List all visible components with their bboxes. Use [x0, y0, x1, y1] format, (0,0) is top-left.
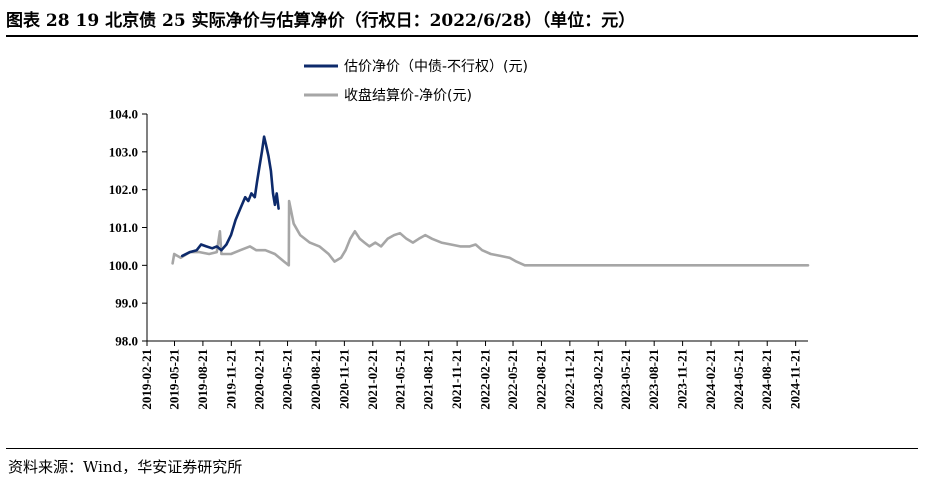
x-tick-label: 2019-02-21 [139, 349, 154, 410]
chart-title: 图表 28 19 北京债 25 实际净价与估算净价（行权日：2022/6/28）… [6, 11, 636, 31]
y-tick-label: 104.0 [109, 107, 138, 122]
x-tick-label: 2020-05-21 [280, 349, 295, 410]
x-tick-label: 2022-02-21 [478, 349, 493, 410]
footer-rule [6, 448, 918, 449]
x-tick-label: 2019-05-21 [166, 349, 181, 410]
y-tick-label: 102.0 [109, 182, 138, 197]
series-group [171, 135, 810, 267]
x-tick-label: 2021-02-21 [365, 349, 380, 410]
y-tick-label: 99.0 [115, 296, 138, 311]
y-tick-label: 101.0 [109, 220, 138, 235]
series-line-actual [171, 199, 810, 267]
x-tick-label: 2023-08-21 [646, 349, 661, 410]
x-tick-label: 2024-02-21 [703, 349, 718, 410]
x-tick-label: 2024-08-21 [759, 349, 774, 410]
y-tick-label: 98.0 [115, 334, 138, 349]
x-tick-label: 2023-05-21 [618, 349, 633, 410]
source-note: 资料来源：Wind，华安证券研究所 [8, 458, 243, 476]
y-tick-label: 100.0 [109, 258, 138, 273]
x-tick-label: 2019-11-21 [223, 349, 238, 409]
x-tick-label: 2022-05-21 [505, 349, 520, 410]
x-tick-label: 2022-08-21 [533, 349, 548, 410]
x-tick-label: 2021-11-21 [449, 349, 464, 409]
x-tick-label: 2019-08-21 [195, 349, 210, 410]
x-tick-label: 2023-02-21 [590, 349, 605, 410]
x-tick-label: 2023-11-21 [675, 349, 690, 409]
x-tick-label: 2020-11-21 [336, 349, 351, 409]
x-tick-label: 2024-11-21 [788, 349, 803, 409]
x-tick-label: 2024-05-21 [731, 349, 746, 410]
x-tick-label: 2021-08-21 [421, 349, 436, 410]
legend-label-estimate: 估价净价（中债-不行权）(元) [344, 59, 528, 75]
legend-label-actual: 收盘结算价-净价(元) [344, 87, 472, 104]
x-tick-label: 2020-02-21 [252, 349, 267, 410]
legend: 估价净价（中债-不行权）(元) 收盘结算价-净价(元) [304, 59, 528, 104]
axes: 104.0 103.0 102.0 101.0 100.0 99.0 98.02019-02… [109, 107, 808, 410]
x-tick-label: 2022-11-21 [562, 349, 577, 409]
x-tick-label: 2020-08-21 [308, 349, 323, 410]
y-tick-label: 103.0 [109, 144, 138, 159]
series-line-estimate [180, 135, 280, 258]
x-tick-label: 2021-05-21 [392, 349, 407, 410]
title-rule [6, 35, 918, 37]
